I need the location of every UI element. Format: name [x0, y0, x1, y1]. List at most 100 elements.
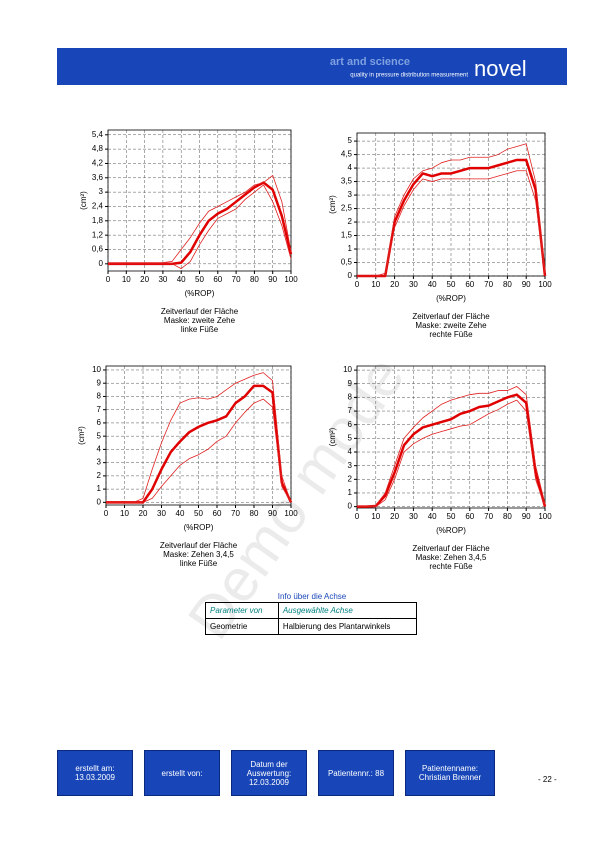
x-tick-label: 10: [120, 509, 129, 518]
chart-caption: Maske: Zehen 3,4,5: [416, 553, 487, 562]
y-tick-label: 3: [348, 190, 353, 199]
header-subtagline: quality in pressure distribution measure…: [350, 73, 468, 79]
y-tick-label: 0: [99, 259, 104, 268]
x-tick-label: 100: [284, 275, 298, 284]
y-tick-label: 2: [97, 471, 102, 480]
y-tick-label: 5: [348, 433, 353, 442]
y-tick-label: 2,5: [341, 204, 353, 213]
y-tick-label: 6: [348, 420, 353, 429]
data-line: [357, 399, 546, 508]
x-tick-label: 30: [157, 509, 166, 518]
x-tick-label: 50: [195, 275, 204, 284]
x-tick-label: 20: [390, 280, 399, 289]
chart-caption: linke Füße: [181, 325, 219, 334]
table-caption: Info über die Achse: [277, 592, 347, 601]
y-tick-label: 2,4: [92, 202, 104, 211]
y-tick-label: 1: [348, 488, 353, 497]
y-tick-label: 9: [97, 378, 102, 387]
x-axis-label: (%ROP): [436, 294, 466, 303]
footer-text: Datum der: [250, 759, 288, 769]
x-tick-label: 0: [106, 275, 111, 284]
y-tick-label: 5: [97, 431, 102, 440]
chart-caption: linke Füße: [180, 559, 218, 568]
footer-text: erstellt von:: [161, 768, 203, 778]
x-tick-label: 90: [522, 512, 531, 521]
x-tick-label: 60: [213, 275, 222, 284]
y-tick-label: 10: [343, 365, 352, 374]
x-tick-label: 70: [232, 275, 241, 284]
y-tick-label: 5: [348, 136, 353, 145]
x-tick-label: 70: [484, 280, 493, 289]
x-tick-label: 30: [409, 280, 418, 289]
x-tick-label: 80: [503, 512, 512, 521]
chart-caption: Maske: zweite Zehe: [164, 316, 236, 325]
y-tick-label: 4,5: [341, 150, 353, 159]
footer-box: Patientennr.: 88: [318, 750, 394, 796]
x-tick-label: 20: [140, 275, 149, 284]
x-tick-label: 20: [390, 512, 399, 521]
x-tick-label: 70: [231, 509, 240, 518]
header-bar: [57, 48, 567, 85]
data-line: [108, 175, 292, 264]
footer-text: 13.03.2009: [74, 773, 116, 782]
y-tick-label: 5,4: [92, 130, 104, 139]
x-axis-label: (%ROP): [185, 289, 215, 298]
x-tick-label: 40: [176, 509, 185, 518]
footer-box: erstellt am: 13.03.2009: [57, 750, 133, 796]
x-tick-label: 100: [538, 280, 552, 289]
data-line: [357, 143, 546, 277]
y-tick-label: 3,6: [92, 173, 104, 182]
chart-caption: Zeitverlauf der Fläche: [161, 307, 239, 316]
x-axis-label: (%ROP): [184, 523, 214, 532]
axis-table: Parameter von Ausgewählte Achse Geometrie…: [205, 602, 418, 635]
x-tick-label: 0: [104, 509, 109, 518]
y-tick-label: 4: [348, 447, 353, 456]
footer-box: erstellt von:: [144, 750, 220, 796]
x-tick-label: 40: [428, 280, 437, 289]
chart-caption: Zeitverlauf der Fläche: [160, 541, 238, 550]
x-tick-label: 10: [122, 275, 131, 284]
y-tick-label: 1,8: [92, 216, 104, 225]
y-axis-label: (cm²): [77, 426, 86, 445]
y-tick-label: 0: [348, 271, 353, 280]
y-tick-label: 9: [348, 379, 353, 388]
y-tick-label: 7: [348, 406, 353, 415]
x-tick-label: 60: [465, 512, 474, 521]
chart-caption: Maske: Zehen 3,4,5: [163, 550, 234, 559]
data-line: [106, 398, 292, 503]
y-tick-label: 2: [348, 474, 353, 483]
y-tick-label: 1: [97, 484, 102, 493]
y-tick-label: 4,2: [92, 159, 104, 168]
x-tick-label: 20: [139, 509, 148, 518]
y-tick-label: 3,5: [341, 177, 353, 186]
x-axis-label: (%ROP): [436, 526, 466, 535]
x-tick-label: 100: [284, 509, 298, 518]
chart-caption: Maske: zweite Zehe: [415, 321, 487, 330]
plot-frame: [356, 365, 546, 509]
footer-text: erstellt am:: [75, 764, 115, 773]
y-tick-label: 0: [348, 502, 353, 511]
footer-box: Datum der Auswertung: 12.03.2009: [231, 750, 307, 796]
x-tick-label: 80: [250, 509, 259, 518]
page-number: - 22 -: [538, 775, 557, 784]
plot-frame: [356, 132, 546, 277]
plot-frame: [105, 365, 292, 506]
x-tick-label: 0: [355, 280, 360, 289]
data-line: [357, 170, 546, 277]
x-tick-label: 0: [355, 512, 360, 521]
table-header: Parameter von: [205, 602, 279, 619]
y-tick-label: 4: [348, 163, 353, 172]
y-tick-label: 8: [348, 393, 353, 402]
x-tick-label: 30: [158, 275, 167, 284]
y-tick-label: 10: [92, 365, 101, 374]
y-tick-label: 3: [348, 461, 353, 470]
x-tick-label: 80: [503, 280, 512, 289]
y-tick-label: 6: [97, 418, 102, 427]
chart-caption: Zeitverlauf der Fläche: [412, 544, 490, 553]
x-tick-label: 40: [177, 275, 186, 284]
x-tick-label: 10: [371, 280, 380, 289]
x-tick-label: 90: [268, 275, 277, 284]
chart-caption: rechte Füße: [429, 562, 473, 571]
